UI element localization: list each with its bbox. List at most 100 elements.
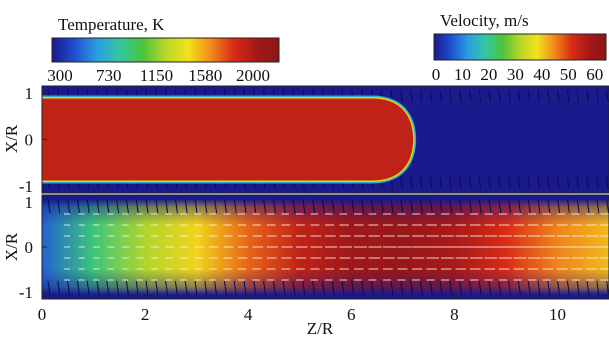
vel-edge-vector-30-1 (341, 280, 345, 296)
velTicks-6: 60 (586, 65, 603, 84)
vel-edge-vector-54-1 (576, 280, 580, 296)
temp-vector-47-0 (508, 89, 511, 103)
vel-edge-vector-19-1 (233, 280, 237, 296)
vel-edge-vector-50-1 (537, 280, 541, 296)
velYTicks-label-2: -1 (19, 283, 33, 302)
temp-vector-38-0 (419, 89, 423, 103)
x-tick-label-0: 0 (38, 305, 47, 324)
vel-edge-vector-15-0 (194, 198, 198, 214)
velYTicks-label-0: 1 (25, 193, 34, 212)
temp-vector-48-1 (517, 176, 521, 190)
temp-vector-49-0 (527, 89, 531, 103)
x-tick-label-4: 8 (450, 305, 459, 324)
vel-edge-vector-23-1 (272, 280, 276, 296)
temp-vector-51-0 (547, 89, 550, 103)
vel-edge-vector-7-0 (116, 198, 120, 214)
velTicks-1: 10 (454, 65, 471, 84)
vel-edge-vector-54-0 (576, 198, 580, 214)
vel-edge-vector-57-1 (606, 280, 609, 296)
vel-edge-vector-44-0 (478, 198, 482, 214)
vel-edge-vector-1-1 (57, 280, 61, 296)
vel-edge-vector-41-0 (449, 198, 453, 214)
temperature-colorbar-label: Temperature, K (58, 15, 165, 34)
vel-edge-vector-43-1 (468, 280, 472, 296)
temp-vector-49-1 (527, 176, 531, 190)
vel-edge-vector-32-1 (361, 280, 365, 296)
temp-vector-37-0 (410, 89, 413, 103)
vel-edge-vector-43-0 (468, 198, 472, 214)
vel-edge-vector-26-1 (302, 280, 306, 296)
vel-edge-vector-0-1 (47, 280, 51, 296)
temp-vector-43-1 (468, 176, 472, 190)
vel-edge-vector-53-0 (566, 198, 570, 214)
vel-edge-vector-45-1 (488, 280, 492, 296)
vel-edge-vector-26-0 (302, 198, 306, 214)
vel-edge-vector-18-1 (223, 280, 227, 296)
velYTicks-label-1: 0 (25, 238, 34, 257)
vel-edge-vector-52-0 (557, 198, 561, 214)
velTicks-4: 40 (533, 65, 550, 84)
velocity-yticks: 1 0 -1 (19, 193, 47, 302)
vel-edge-vector-16-0 (204, 198, 208, 214)
vel-edge-vector-24-0 (282, 198, 286, 214)
vel-edge-vector-33-0 (370, 198, 374, 214)
tempYTicks-label-0: 1 (25, 84, 34, 103)
vel-edge-vector-39-1 (429, 280, 433, 296)
temperature-colorbar-ticks: 300 730 1150 1580 2000 (47, 66, 270, 85)
temp-vector-56-1 (596, 176, 599, 190)
vel-edge-vector-56-0 (596, 198, 600, 214)
temp-vector-39-1 (429, 176, 433, 190)
temperature-colorbar (51, 37, 280, 63)
vel-edge-vector-14-0 (184, 198, 188, 214)
x-tick-label-3: 6 (347, 305, 356, 324)
temp-vector-36-1 (400, 176, 403, 190)
vel-edge-vector-50-0 (537, 198, 541, 214)
vel-edge-vector-47-1 (508, 280, 512, 296)
vel-edge-vector-39-0 (429, 198, 433, 214)
temp-vector-41-0 (449, 89, 452, 103)
vel-edge-vector-25-0 (292, 198, 296, 214)
vel-edge-vector-13-1 (174, 280, 178, 296)
temp-vector-44-0 (478, 89, 482, 103)
temp-vector-40-1 (439, 176, 442, 190)
temp-vector-36-0 (400, 89, 403, 103)
vel-edge-vector-55-1 (586, 280, 590, 296)
velocity-colorbar-ticks: 0 10 20 30 40 50 60 (432, 65, 604, 84)
temp-vector-37-1 (410, 176, 413, 190)
x-axis-ticks: 0 2 4 6 8 10 (38, 294, 566, 324)
velTicks-2: 20 (480, 65, 497, 84)
vel-edge-vector-48-0 (517, 198, 521, 214)
vel-edge-vector-44-1 (478, 280, 482, 296)
vel-edge-vector-10-0 (145, 198, 149, 214)
vel-edge-vector-8-0 (125, 198, 129, 214)
temperature-yticks: 1 0 -1 (19, 84, 47, 196)
vel-edge-vector-36-0 (400, 198, 404, 214)
vel-edge-vector-9-0 (135, 198, 139, 214)
vel-edge-vector-52-1 (557, 280, 561, 296)
vel-edge-vector-20-0 (243, 198, 247, 214)
vel-edge-vector-4-0 (86, 198, 90, 214)
vel-edge-vector-49-1 (527, 280, 531, 296)
tempYTicks-label-2: -1 (19, 177, 33, 196)
vel-edge-vector-27-0 (312, 198, 316, 214)
vel-edge-vector-10-1 (145, 280, 149, 296)
vel-edge-vector-9-1 (135, 280, 139, 296)
vel-edge-vector-13-0 (174, 198, 178, 214)
temp-vector-47-1 (508, 176, 511, 190)
velocity-vectors (47, 198, 609, 296)
tempTicks-4: 2000 (236, 66, 270, 85)
vel-edge-vector-47-0 (508, 198, 512, 214)
vel-edge-vector-7-1 (116, 280, 120, 296)
vel-edge-vector-31-1 (351, 280, 355, 296)
vel-edge-vector-12-1 (165, 280, 169, 296)
temp-vector-53-0 (566, 89, 570, 103)
vel-edge-vector-6-1 (106, 280, 110, 296)
vel-edge-vector-51-1 (547, 280, 551, 296)
vel-edge-vector-29-0 (331, 198, 335, 214)
vel-edge-vector-28-0 (321, 198, 325, 214)
vel-edge-vector-5-0 (96, 198, 100, 214)
velTicks-5: 50 (560, 65, 577, 84)
vel-edge-vector-14-1 (184, 280, 188, 296)
vel-edge-vector-5-1 (96, 280, 100, 296)
